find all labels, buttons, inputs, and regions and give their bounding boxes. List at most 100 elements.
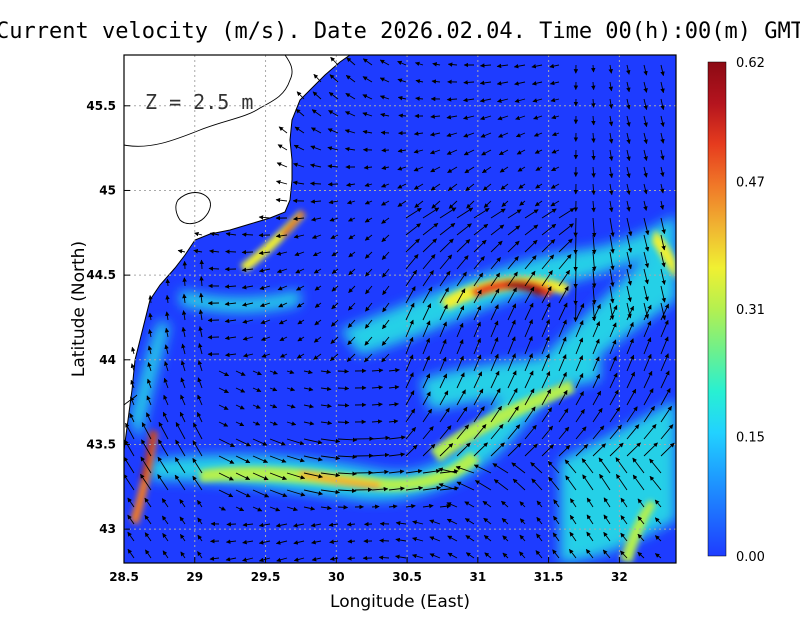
velocity-arrow (199, 259, 204, 270)
velocity-arrow (293, 557, 305, 562)
velocity-arrow (439, 222, 456, 236)
velocity-arrow (466, 200, 475, 209)
velocity-arrow (295, 268, 305, 274)
velocity-arrow (536, 500, 543, 508)
velocity-arrow (382, 268, 390, 278)
velocity-arrow (388, 469, 405, 474)
velocity-arrow (620, 550, 628, 559)
velocity-arrow (365, 285, 373, 295)
velocity-arrow (507, 424, 521, 440)
velocity-arrow (258, 557, 271, 563)
x-tick-label: 29 (186, 570, 203, 584)
velocity-arrow (524, 406, 536, 423)
velocity-arrow (278, 126, 288, 134)
velocity-arrow (412, 553, 424, 559)
velocity-arrow (632, 457, 645, 474)
velocity-arrow (479, 80, 492, 86)
velocity-arrow (507, 240, 520, 253)
velocity-arrow (515, 132, 526, 138)
velocity-arrow (643, 149, 648, 161)
velocity-arrow (536, 533, 543, 542)
velocity-arrow (490, 224, 505, 236)
velocity-arrow (320, 369, 332, 374)
velocity-arrow (603, 497, 611, 508)
colorbar-ticks: 0.00 0.15 0.31 0.47 0.62 (736, 56, 765, 565)
velocity-arrow (313, 268, 322, 274)
velocity-arrow (558, 408, 569, 423)
velocity-arrow (626, 406, 638, 423)
velocity-arrow (643, 183, 648, 195)
y-tick-label: 44.5 (86, 268, 116, 282)
velocity-arrow (464, 166, 475, 174)
velocity-arrow (241, 285, 254, 290)
velocity-arrow (371, 419, 383, 424)
velocity-arrow (175, 422, 186, 440)
velocity-arrow (193, 249, 203, 254)
x-tick-label: 29.5 (251, 570, 281, 584)
colorbar-tick-label: 0.31 (736, 303, 765, 318)
velocity-arrow (296, 285, 305, 291)
velocity-arrow (197, 499, 203, 508)
velocity-arrow (364, 217, 373, 223)
velocity-arrow (395, 554, 407, 560)
velocity-arrow (519, 551, 526, 559)
velocity-arrow (626, 234, 633, 253)
velocity-arrow (397, 200, 407, 207)
velocity-arrow (429, 536, 441, 542)
velocity-arrow (294, 126, 305, 134)
velocity-arrow (483, 535, 492, 542)
velocity-arrow (145, 549, 152, 559)
velocity-arrow (412, 537, 424, 542)
velocity-arrow (365, 302, 373, 312)
velocity-arrow (519, 518, 526, 525)
velocity-arrow (643, 353, 652, 372)
velocity-arrow (643, 251, 650, 269)
velocity-arrow (179, 411, 186, 423)
velocity-arrow (286, 506, 298, 512)
velocity-arrow (242, 302, 254, 307)
velocity-arrow (140, 456, 152, 474)
velocity-arrow (276, 557, 288, 563)
velocity-arrow (507, 370, 517, 389)
x-axis-label: Longitude (East) (330, 592, 470, 612)
velocity-arrow (218, 489, 234, 498)
velocity-arrow (252, 489, 270, 498)
x-tick-label: 30.5 (392, 570, 422, 584)
velocity-arrow (463, 132, 475, 138)
velocity-arrow (125, 422, 135, 440)
velocity-arrow (293, 234, 305, 239)
y-tick-label: 43.5 (86, 437, 116, 451)
velocity-arrow (626, 285, 632, 303)
velocity-arrow (490, 370, 500, 389)
velocity-arrow (591, 132, 596, 143)
velocity-arrow (313, 74, 322, 83)
velocity-arrow (519, 200, 526, 206)
velocity-arrow (609, 389, 619, 406)
velocity-arrow (660, 132, 665, 144)
colorbar-tick-label: 0.00 (736, 550, 765, 565)
velocity-arrow (347, 556, 356, 561)
velocity-arrow (235, 370, 246, 376)
velocity-arrow (626, 183, 631, 195)
velocity-arrow (552, 532, 560, 542)
velocity-arrow (364, 200, 373, 205)
velocity-arrow (447, 62, 458, 67)
velocity-arrow (626, 64, 631, 75)
velocity-arrow (541, 407, 553, 423)
velocity-arrow (405, 408, 416, 423)
velocity-arrow (473, 256, 485, 270)
velocity-arrow (382, 319, 390, 330)
velocity-arrow (303, 438, 323, 445)
velocity-arrow (388, 385, 400, 390)
velocity-arrow (337, 386, 350, 391)
velocity-arrow (541, 389, 552, 406)
velocity-arrow (422, 222, 439, 236)
velocity-arrow (158, 421, 169, 440)
colorbar-tick-label: 0.62 (736, 56, 765, 71)
velocity-arrow (303, 489, 323, 496)
velocity-arrow (439, 486, 459, 491)
velocity-arrow (197, 534, 203, 542)
velocity-arrow (660, 64, 665, 77)
velocity-arrow (241, 267, 254, 273)
velocity-arrow (490, 336, 499, 355)
